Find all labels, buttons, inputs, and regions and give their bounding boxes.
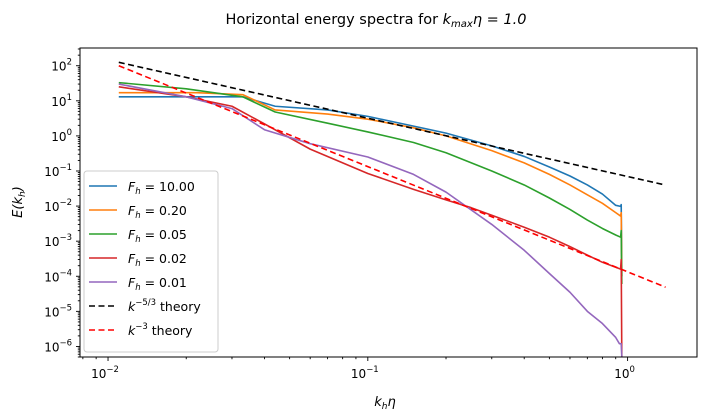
x-axis-ticks: 10−2 10−1 100 bbox=[82, 357, 635, 381]
legend-entries: Fh = 10.00 Fh = 0.20 Fh = 0.05 Fh = 0.02 Fh … bbox=[89, 179, 201, 338]
y-tick-label-1: 10−5 bbox=[44, 303, 72, 319]
series-line-5 bbox=[118, 61, 666, 186]
y-tick-label-0: 10−6 bbox=[44, 338, 72, 354]
x-tick-label-1: 10−1 bbox=[351, 365, 379, 381]
series-line-1 bbox=[118, 91, 623, 277]
y-tick-label-4: 10−2 bbox=[44, 198, 72, 214]
legend-label: k−3 theory bbox=[128, 322, 193, 338]
y-tick-label-6: 100 bbox=[51, 128, 72, 144]
series-line-0 bbox=[118, 96, 623, 277]
y-tick-label-5: 10−1 bbox=[44, 163, 72, 179]
x-axis-label: khη bbox=[374, 395, 396, 412]
legend-item-3: Fh = 0.02 bbox=[89, 251, 187, 269]
series-line-2 bbox=[118, 81, 623, 285]
legend: Fh = 10.00 Fh = 0.20 Fh = 0.05 Fh = 0.02 Fh … bbox=[83, 170, 219, 353]
legend-label: Fh = 0.02 bbox=[128, 251, 187, 269]
legend-label: Fh = 0.01 bbox=[128, 275, 187, 293]
legend-label: Fh = 10.00 bbox=[128, 179, 195, 197]
legend-label: Fh = 0.20 bbox=[128, 203, 187, 221]
series-line-6 bbox=[118, 64, 666, 288]
legend-item-4: Fh = 0.01 bbox=[89, 275, 187, 293]
y-tick-label-8: 102 bbox=[51, 58, 72, 74]
series-layer bbox=[118, 61, 666, 358]
x-tick-label-0: 10−2 bbox=[91, 365, 119, 381]
legend-box bbox=[83, 170, 219, 353]
legend-item-0: Fh = 10.00 bbox=[89, 179, 195, 197]
axes-frame bbox=[79, 47, 698, 358]
legend-item-1: Fh = 0.20 bbox=[89, 203, 187, 221]
y-axis-label: E(kh) bbox=[11, 186, 28, 218]
legend-item-6: k−3 theory bbox=[89, 322, 193, 338]
x-tick-label-2: 100 bbox=[614, 365, 635, 381]
y-tick-label-3: 10−3 bbox=[44, 233, 72, 249]
legend-label: Fh = 0.05 bbox=[128, 227, 187, 245]
legend-item-5: k−5/3 theory bbox=[89, 298, 201, 314]
legend-label: k−5/3 theory bbox=[128, 298, 201, 314]
y-tick-label-7: 101 bbox=[51, 93, 72, 109]
series-line-4 bbox=[118, 83, 623, 358]
chart-title: Horizontal energy spectra for kmaxη = 1.… bbox=[226, 12, 527, 30]
y-tick-label-2: 10−4 bbox=[44, 268, 72, 284]
y-axis-ticks: 10−6 10−5 10−4 10−3 10−2 10−1 100 101 102 bbox=[44, 48, 80, 358]
legend-item-2: Fh = 0.05 bbox=[89, 227, 187, 245]
plot-area bbox=[79, 47, 698, 358]
